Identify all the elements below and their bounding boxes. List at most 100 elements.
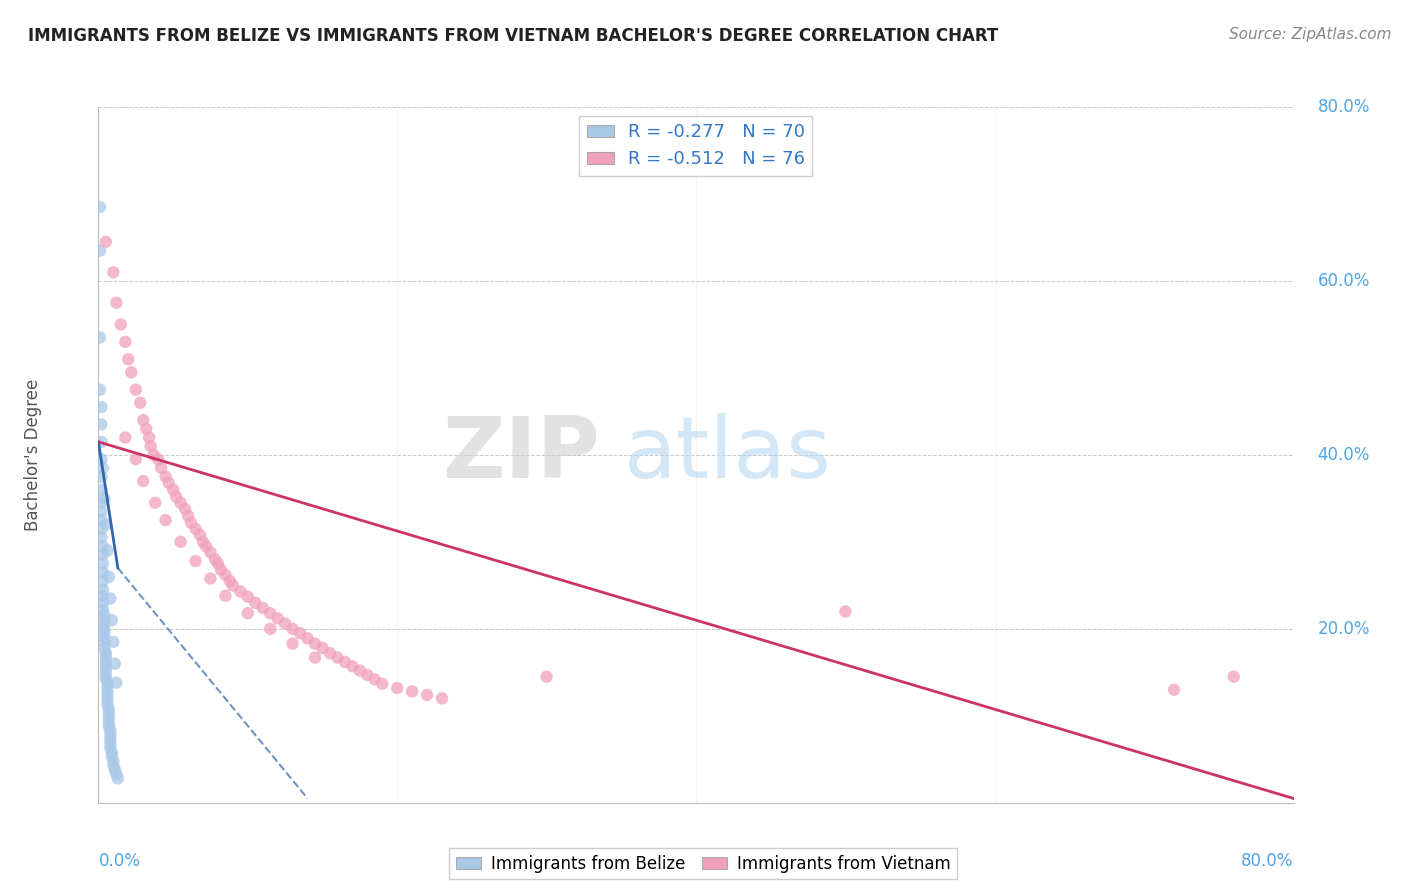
Point xyxy=(90,504,112,518)
Point xyxy=(103,265,125,279)
Point xyxy=(281,637,304,651)
Point xyxy=(91,539,114,553)
Point xyxy=(311,640,333,655)
Point xyxy=(90,452,112,467)
Point xyxy=(96,684,118,698)
Point xyxy=(104,763,127,777)
Point xyxy=(101,613,124,627)
Point xyxy=(107,772,129,786)
Point xyxy=(94,654,117,668)
Point xyxy=(94,667,117,681)
Text: IMMIGRANTS FROM BELIZE VS IMMIGRANTS FROM VIETNAM BACHELOR'S DEGREE CORRELATION : IMMIGRANTS FROM BELIZE VS IMMIGRANTS FRO… xyxy=(28,27,998,45)
Point xyxy=(150,461,173,475)
Point xyxy=(91,566,114,580)
Point xyxy=(188,528,211,542)
Point xyxy=(259,606,281,620)
Point xyxy=(155,513,177,527)
Point xyxy=(169,534,191,549)
Point xyxy=(184,522,207,536)
Legend: R = -0.277   N = 70, R = -0.512   N = 76: R = -0.277 N = 70, R = -0.512 N = 76 xyxy=(579,116,813,176)
Point xyxy=(98,591,122,606)
Point xyxy=(143,496,166,510)
Point xyxy=(96,698,118,712)
Point xyxy=(184,554,207,568)
Point xyxy=(117,352,139,367)
Point xyxy=(94,663,117,677)
Point xyxy=(1223,670,1246,684)
Point xyxy=(94,672,117,686)
Point xyxy=(94,646,117,660)
Point xyxy=(236,606,259,620)
Point xyxy=(94,658,117,673)
Point xyxy=(267,611,290,625)
Point xyxy=(90,417,112,432)
Point xyxy=(304,637,326,651)
Point xyxy=(89,383,111,397)
Point xyxy=(90,434,112,449)
Point xyxy=(96,543,118,558)
Point xyxy=(364,673,387,687)
Point xyxy=(138,431,160,445)
Point xyxy=(103,758,125,772)
Point xyxy=(204,552,226,566)
Point xyxy=(93,626,115,640)
Text: 60.0%: 60.0% xyxy=(1317,272,1369,290)
Legend: Immigrants from Belize, Immigrants from Vietnam: Immigrants from Belize, Immigrants from … xyxy=(449,848,957,880)
Point xyxy=(219,574,242,588)
Point xyxy=(155,469,177,483)
Point xyxy=(96,680,118,694)
Point xyxy=(89,330,111,344)
Point xyxy=(98,741,122,756)
Text: 40.0%: 40.0% xyxy=(1317,446,1369,464)
Point xyxy=(200,545,222,559)
Point xyxy=(97,706,120,721)
Point xyxy=(333,655,356,669)
Point xyxy=(93,491,115,506)
Point xyxy=(385,681,409,695)
Point xyxy=(132,413,155,427)
Point xyxy=(416,688,439,702)
Point xyxy=(105,767,128,781)
Text: ZIP: ZIP xyxy=(443,413,600,497)
Point xyxy=(304,650,326,665)
Point xyxy=(91,557,114,571)
Point xyxy=(90,400,112,414)
Point xyxy=(98,723,122,738)
Text: 0.0%: 0.0% xyxy=(98,852,141,870)
Point xyxy=(834,605,856,619)
Point xyxy=(139,439,162,453)
Point xyxy=(319,646,342,660)
Point xyxy=(157,475,180,490)
Point xyxy=(97,702,120,716)
Point xyxy=(430,691,453,706)
Text: 80.0%: 80.0% xyxy=(1241,852,1294,870)
Point xyxy=(93,607,115,622)
Point xyxy=(191,534,214,549)
Point xyxy=(97,714,120,729)
Point xyxy=(98,732,122,747)
Point xyxy=(114,334,136,349)
Point xyxy=(93,640,115,655)
Point xyxy=(93,635,115,649)
Point xyxy=(180,516,202,530)
Point xyxy=(93,622,115,636)
Point xyxy=(174,501,197,516)
Point xyxy=(105,675,128,690)
Point xyxy=(222,578,245,592)
Point xyxy=(148,452,170,467)
Point xyxy=(89,200,111,214)
Point xyxy=(252,601,274,615)
Point xyxy=(90,531,112,545)
Point xyxy=(94,235,117,249)
Point xyxy=(236,590,259,604)
Point xyxy=(288,626,311,640)
Point xyxy=(101,749,124,764)
Point xyxy=(93,613,115,627)
Point xyxy=(96,693,118,707)
Point xyxy=(259,622,281,636)
Point xyxy=(129,396,152,410)
Point xyxy=(90,469,112,483)
Point xyxy=(105,295,128,310)
Point xyxy=(326,650,349,665)
Point xyxy=(91,574,114,588)
